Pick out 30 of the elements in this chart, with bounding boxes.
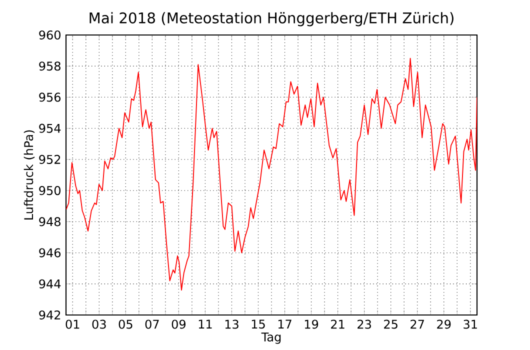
x-axis-title: Tag (261, 332, 281, 344)
x-tick-label: 03 (92, 320, 106, 329)
line-series (66, 58, 478, 291)
x-tick-label: 11 (198, 320, 212, 328)
x-tick-label: 31 (464, 320, 477, 329)
y-tick-label: 942 (39, 310, 60, 320)
x-tick-label: 13 (225, 320, 238, 329)
y-axis-title: Luftdruck (hPa) (24, 130, 35, 220)
x-tick-label: 07 (145, 320, 159, 329)
y-tick-label: 948 (39, 217, 60, 226)
x-tick-label: 27 (410, 320, 424, 329)
x-tick-label: 09 (172, 320, 186, 329)
x-tick-label: 19 (304, 320, 318, 329)
x-tick-label: 17 (278, 320, 292, 328)
x-tick-label: 23 (358, 320, 371, 329)
chart-title: Mai 2018 (Meteostation Hönggerberg/ETH Zürich) (90, 12, 454, 26)
x-tick-label: 25 (384, 320, 398, 329)
y-tick-label: 952 (39, 154, 60, 164)
y-tick-label: 946 (39, 248, 61, 258)
y-tick-label: 954 (39, 124, 61, 133)
x-tick-label: 01 (66, 320, 80, 329)
x-tick-label: 15 (252, 320, 265, 329)
y-tick-label: 956 (39, 92, 61, 102)
y-tick-label: 960 (39, 30, 60, 40)
y-tick-label: 944 (39, 279, 61, 288)
x-tick-label: 05 (118, 320, 132, 329)
y-tick-label: 950 (39, 186, 60, 196)
y-tick-label: 958 (39, 62, 60, 71)
x-tick-label: 21 (331, 320, 344, 329)
x-tick-label: 29 (437, 320, 451, 329)
